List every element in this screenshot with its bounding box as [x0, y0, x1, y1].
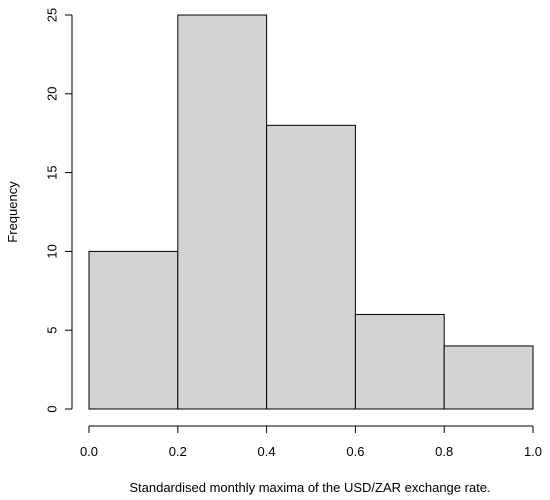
histogram-bar-1 — [177, 14, 268, 410]
y-axis: 0 5 10 15 20 25 — [45, 8, 73, 413]
x-tick-label-2: 0.4 — [258, 444, 276, 459]
x-tick-label-3: 0.6 — [346, 444, 364, 459]
x-tick-label-0: 0.0 — [80, 444, 98, 459]
histogram-bar-0 — [88, 250, 179, 410]
histogram-bar-2 — [266, 124, 356, 410]
x-tick-label-4: 0.8 — [435, 444, 453, 459]
y-axis-title: Frequency — [5, 181, 20, 243]
x-tick-label-1: 0.2 — [169, 444, 187, 459]
y-tick-label-4: 20 — [45, 87, 60, 101]
bars-group — [88, 14, 534, 410]
y-tick-label-1: 5 — [45, 327, 60, 334]
y-tick-label-0: 0 — [45, 405, 60, 412]
x-axis: 0.0 0.2 0.4 0.6 0.8 1.0 — [80, 425, 542, 459]
y-tick-label-3: 15 — [45, 165, 60, 179]
histogram-bar-4 — [443, 345, 534, 410]
y-tick-label-2: 10 — [45, 244, 60, 258]
y-tick-label-5: 25 — [45, 8, 60, 22]
x-tick-label-5: 1.0 — [524, 444, 542, 459]
histogram-bar-3 — [354, 313, 445, 410]
x-axis-title: Standardised monthly maxima of the USD/Z… — [129, 480, 490, 495]
